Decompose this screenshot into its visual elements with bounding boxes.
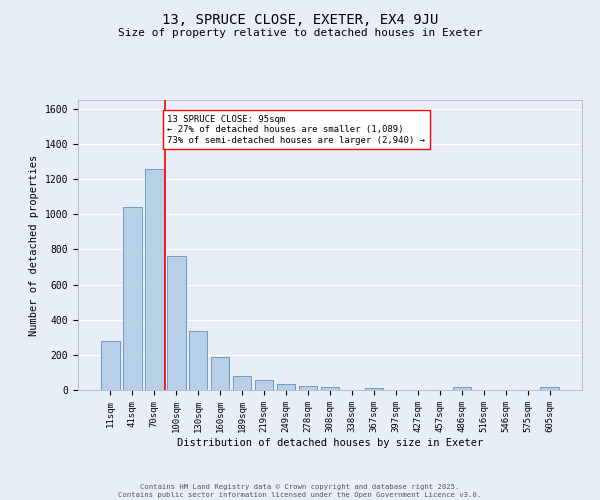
- Text: 13 SPRUCE CLOSE: 95sqm
← 27% of detached houses are smaller (1,089)
73% of semi-: 13 SPRUCE CLOSE: 95sqm ← 27% of detached…: [167, 115, 425, 144]
- Bar: [145, 168, 164, 390]
- Bar: [233, 376, 251, 390]
- Bar: [255, 380, 274, 390]
- Bar: [167, 256, 185, 390]
- Y-axis label: Number of detached properties: Number of detached properties: [29, 154, 39, 336]
- Text: Size of property relative to detached houses in Exeter: Size of property relative to detached ho…: [118, 28, 482, 38]
- Bar: [541, 388, 559, 390]
- Bar: [277, 384, 295, 390]
- Bar: [320, 388, 340, 390]
- Bar: [123, 207, 142, 390]
- Bar: [452, 388, 471, 390]
- Text: 13, SPRUCE CLOSE, EXETER, EX4 9JU: 13, SPRUCE CLOSE, EXETER, EX4 9JU: [162, 12, 438, 26]
- Bar: [365, 388, 383, 390]
- X-axis label: Distribution of detached houses by size in Exeter: Distribution of detached houses by size …: [177, 438, 483, 448]
- Bar: [101, 341, 119, 390]
- Bar: [189, 331, 208, 390]
- Bar: [211, 356, 229, 390]
- Text: Contains HM Land Registry data © Crown copyright and database right 2025.
Contai: Contains HM Land Registry data © Crown c…: [118, 484, 482, 498]
- Bar: [299, 386, 317, 390]
